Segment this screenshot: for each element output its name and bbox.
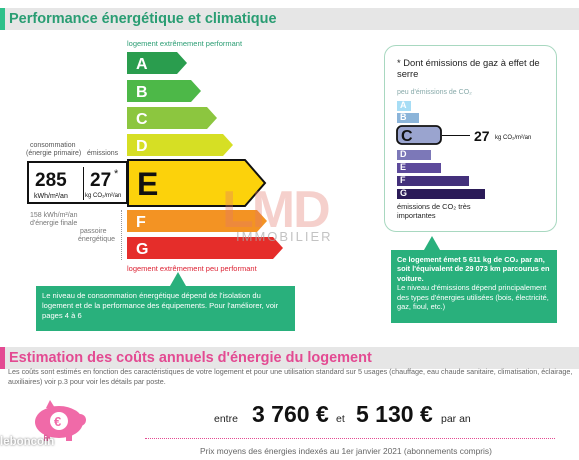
scale-bottom-label: logement extrêmement peu performant (127, 264, 257, 273)
cost-footnote: Prix moyens des énergies indexés au 1er … (200, 446, 492, 456)
info-right-pointer (424, 236, 440, 250)
ges-letter-B: B (400, 112, 407, 122)
section-title: Estimation des coûts annuels d'énergie d… (9, 350, 372, 366)
info-emissions-text: Le niveau d'émissions dépend principalem… (397, 283, 549, 312)
cost-and: et (336, 413, 345, 425)
info-box-consumption: Le niveau de consommation énergétique dé… (36, 286, 295, 331)
emissions-label: émissions (87, 150, 119, 157)
ges-bar-E: E (397, 162, 441, 173)
section-header-performance: Performance énergétique et climatique (0, 8, 579, 30)
energy-value: 285 (35, 170, 67, 191)
class-letter-F: F (136, 214, 146, 231)
info-left-pointer (170, 272, 186, 286)
info-consumption-text: Le niveau de consommation énergétique dé… (42, 291, 279, 320)
cost-between: entre (214, 413, 238, 425)
info-emissions-bold: Ce logement émet 5 611 kg de CO₂ par an,… (397, 255, 550, 283)
ges-letter-D: D (400, 149, 407, 159)
lmd-watermark-text: IMMOBILIER (236, 229, 333, 244)
final-energy-value: 158 kWh/m²/an (30, 212, 78, 219)
value-separator (83, 167, 84, 200)
class-letter-G: G (136, 241, 148, 258)
class-arrow-A: A (127, 52, 187, 74)
lmd-watermark-logo: LMD (222, 181, 331, 239)
passoire-bracket (121, 210, 125, 260)
class-arrow-G: G (127, 237, 283, 259)
ges-panel-unit: kg CO₂/m²/an (495, 135, 532, 141)
passoire-label-2: énergétique (78, 236, 115, 243)
scale-top-label: logement extrêmement performant (127, 39, 243, 48)
class-letter-A: A (136, 56, 148, 73)
ges-panel-title: * Dont émissions de gaz à effet de serre (397, 57, 540, 79)
consumption-value-box: 285 kWh/m²/an 27 * kg CO₂/m²/an (27, 161, 128, 204)
class-arrow-B: B (127, 80, 201, 102)
ges-asterisk: * (114, 168, 119, 180)
ges-bar-F: F (397, 175, 469, 186)
consumption-label: consommation (30, 142, 76, 149)
class-arrow-C: C (127, 107, 217, 129)
ges-bar-G: G (397, 188, 485, 199)
header-accent-stripe (0, 347, 5, 369)
class-letter-D: D (136, 138, 148, 155)
ges-bottom-label: émissions de CO₂ très importantes (397, 202, 471, 220)
dotted-divider (145, 438, 555, 439)
ges-value: 27 (90, 170, 112, 191)
cost-high: 5 130 € (356, 401, 433, 427)
header-accent-stripe (0, 8, 5, 30)
ges-letter-G: G (400, 188, 408, 198)
ges-unit: kg CO₂/m²/an (85, 193, 122, 199)
leboncoin-watermark: leboncoin (0, 436, 55, 448)
cost-low: 3 760 € (252, 401, 329, 427)
ges-letter-F: F (400, 175, 406, 185)
energy-unit: kWh/m²/an (34, 193, 68, 200)
ges-letter-E: E (400, 162, 407, 172)
passoire-label-1: passoire (80, 228, 107, 235)
cost-description: Les coûts sont estimés en fonction des c… (8, 367, 573, 386)
ges-bar-C-active: C (396, 125, 442, 145)
info-box-emissions: Ce logement émet 5 611 kg de CO₂ par an,… (391, 250, 557, 323)
ges-bar-D: D (397, 149, 431, 160)
class-arrow-D: D (127, 134, 233, 156)
ges-panel-value: 27 (474, 128, 490, 144)
class-letter-C: C (136, 111, 148, 128)
section-title: Performance énergétique et climatique (9, 11, 277, 27)
final-energy-label: d'énergie finale (30, 220, 78, 227)
ges-letter-C: C (401, 128, 413, 145)
class-letter-E: E (137, 166, 158, 202)
section-header-costs: Estimation des coûts annuels d'énergie d… (0, 347, 579, 369)
primary-energy-label: (énergie primaire) (26, 150, 82, 157)
piggy-bank-euro-icon: € (35, 400, 86, 441)
class-letter-B: B (136, 84, 148, 101)
ges-top-label: peu d'émissions de CO₂ (397, 89, 472, 96)
class-arrow-F: F (127, 210, 267, 232)
ges-bar-A: A (397, 100, 411, 111)
ges-bar-B: B (397, 112, 419, 123)
ges-value-leader (442, 135, 470, 136)
ges-letter-A: A (400, 100, 407, 110)
cost-per-year: par an (441, 413, 471, 425)
svg-text:€: € (54, 414, 61, 429)
class-arrow-E-active: E (127, 159, 267, 207)
